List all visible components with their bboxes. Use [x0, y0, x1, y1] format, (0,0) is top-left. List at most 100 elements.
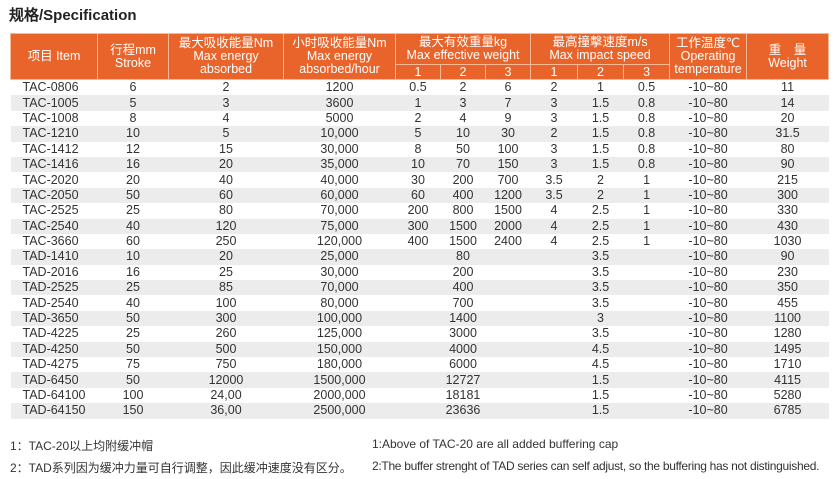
cell-temperature: -10~80	[669, 372, 747, 388]
cell-hour-energy: 1500,000	[283, 372, 396, 388]
cell-weight-1	[396, 295, 441, 310]
cell-max-energy: 260	[215, 326, 237, 341]
cell-hour-energy: 100,000	[283, 310, 396, 327]
cell-temperature: -10~80	[688, 172, 728, 187]
cell-stroke: 20	[126, 172, 140, 187]
table-row: TAD-2540 40 100 80,000 700 3.5 -10~80 455	[11, 295, 829, 310]
cell-speed-3	[624, 326, 670, 341]
cell-max-energy: 120	[168, 218, 284, 234]
table-body: TAC-0806 6 2 1200 0.5 2 6 2 1 0.5 -10~80 11 TAC-1005…	[10, 80, 829, 419]
cell-weight: 1495	[746, 341, 829, 358]
cell-speed-1: 4	[550, 234, 558, 249]
header-max-energy-cn: 最大吸收能量Nm	[178, 36, 274, 50]
cell-hour-energy: 80,000	[320, 295, 359, 310]
cell-temperature: -10~80	[669, 280, 747, 296]
cell-weight-3: 700	[497, 172, 519, 187]
header-hour-energy-cn: 小时吸收能量Nm	[292, 36, 387, 50]
cell-weight-1	[396, 388, 441, 403]
table-row: TAD-3650 50 300 100,000 1400 3 -10~80 1100	[10, 310, 829, 327]
header-impact-speed: 最高撞擊速度m/s Max impact speed	[530, 33, 671, 65]
cell-weight: 350	[746, 280, 829, 296]
cell-model: TAD-6450	[10, 372, 98, 388]
cell-model: TAD-64100	[22, 388, 86, 402]
table-row: TAC-2020 20 40 40,000 30 200 700 3.5 2 1 -10~80 215	[11, 172, 829, 187]
cell-speed-1: 2	[550, 80, 558, 95]
cell-temperature: -10~80	[669, 156, 747, 173]
cell-speed-3	[623, 372, 670, 388]
cell-stroke: 60	[126, 234, 140, 249]
cell-model: TAD-4225	[22, 326, 79, 341]
subheader-weight-1: 1	[395, 64, 441, 80]
table-row: TAD-4250 50 500 150,000 4000 4.5 -10~80 1495	[10, 341, 829, 358]
cell-model: TAC-2050	[10, 187, 98, 204]
cell-speed-1: 3	[550, 110, 558, 125]
table-row: TAC-1008 8 4 5000 2 4 9 3 1.5 0.8 -10~80 20	[11, 111, 829, 126]
cell-model: TAC-1008	[22, 110, 79, 125]
table-row: TAC-1005 5 3 3600 1 3 7 3 1.5 0.8 -10~80 14	[10, 95, 829, 111]
header-hour-energy-en2: absorbed/hour	[299, 62, 380, 76]
cell-weight: 1100	[746, 310, 829, 327]
cell-weight-3: 6	[504, 80, 512, 95]
cell-weight: 80	[780, 141, 795, 156]
cell-weight-1	[396, 265, 441, 280]
cell-speed-3	[624, 357, 670, 372]
cell-weight-3: 2400	[494, 234, 522, 249]
cell-stroke: 12	[126, 141, 140, 156]
cell-weight-2: 400	[440, 187, 486, 204]
cell-speed-1	[531, 326, 578, 341]
cell-max-energy: 300	[168, 310, 284, 327]
cell-speed-1	[530, 372, 578, 388]
cell-speed-2: 1.5	[577, 372, 624, 388]
cell-max-energy: 36,00	[168, 403, 284, 419]
cell-model: TAD-64150	[10, 403, 98, 419]
note-en-2: 2:The buffer strenght of TAD series can …	[372, 459, 820, 473]
cell-weight-1	[396, 357, 441, 372]
cell-temperature: -10~80	[688, 388, 728, 402]
header-effective-weight-en: Max effective weight	[406, 48, 520, 62]
cell-weight: 90	[746, 249, 829, 265]
cell-weight: 31.5	[746, 126, 829, 142]
table-row: TAC-1412 12 15 30,000 8 50 100 3 1.5 0.8 -10~80 80	[11, 142, 829, 157]
cell-model: TAC-2540	[10, 218, 98, 234]
cell-weight-1: 30	[411, 172, 425, 187]
cell-speed-2: 2.5	[577, 218, 624, 234]
cell-stroke: 6	[129, 80, 137, 95]
cell-hour-energy: 3600	[283, 95, 396, 111]
note-cn-1: 1：TAC-20以上均附缓冲帽	[10, 439, 154, 453]
cell-weight-3	[485, 341, 531, 358]
table-row: TAD-2016 16 25 30,000 200 3.5 -10~80 230	[11, 265, 829, 280]
cell-weight-1: 10	[395, 156, 441, 173]
cell-model: TAC-2525	[22, 203, 79, 218]
cell-speed-2: 1.5	[577, 403, 624, 419]
cell-weight: 330	[777, 203, 798, 218]
cell-temperature: -10~80	[688, 357, 728, 372]
table-row: TAD-64150 150 36,00 2500,000 23636 1.5 -10~80 6…	[10, 403, 829, 419]
cell-model: TAC-1005	[10, 95, 98, 111]
cell-temperature: -10~80	[688, 295, 728, 310]
cell-temperature: -10~80	[688, 264, 728, 279]
cell-stroke: 50	[97, 310, 169, 327]
cell-weight-3	[485, 403, 531, 419]
cell-weight-1	[395, 403, 441, 419]
cell-stroke: 40	[97, 218, 169, 234]
subheader-speed-1: 1	[530, 64, 579, 80]
cell-weight-1	[396, 326, 441, 341]
cell-speed-2: 2	[597, 172, 604, 187]
cell-speed-3: 0.8	[637, 141, 656, 156]
cell-speed-1: 3	[530, 156, 578, 173]
header-effective-weight-cn: 最大有效重量kg	[418, 35, 508, 49]
table-row: TAD-6450 50 12000 1500,000 12727 1.5 -10~80 411…	[10, 372, 829, 388]
cell-max-energy: 500	[168, 341, 284, 358]
cell-speed-3	[623, 249, 670, 265]
cell-hour-energy: 2000,000	[313, 388, 366, 402]
header-max-energy: 最大吸收能量Nm Max energy absorbed	[168, 33, 284, 80]
cell-weight-2: 4000	[440, 341, 486, 358]
cell-weight: 20	[780, 110, 795, 125]
cell-hour-energy: 40,000	[320, 172, 359, 187]
cell-speed-1: 2	[530, 126, 578, 142]
cell-weight-2: 700	[452, 295, 474, 310]
subheader-weight-3: 3	[484, 64, 532, 80]
cell-temperature: -10~80	[688, 80, 728, 95]
cell-hour-energy: 75,000	[283, 218, 396, 234]
cell-speed-1	[531, 388, 578, 403]
